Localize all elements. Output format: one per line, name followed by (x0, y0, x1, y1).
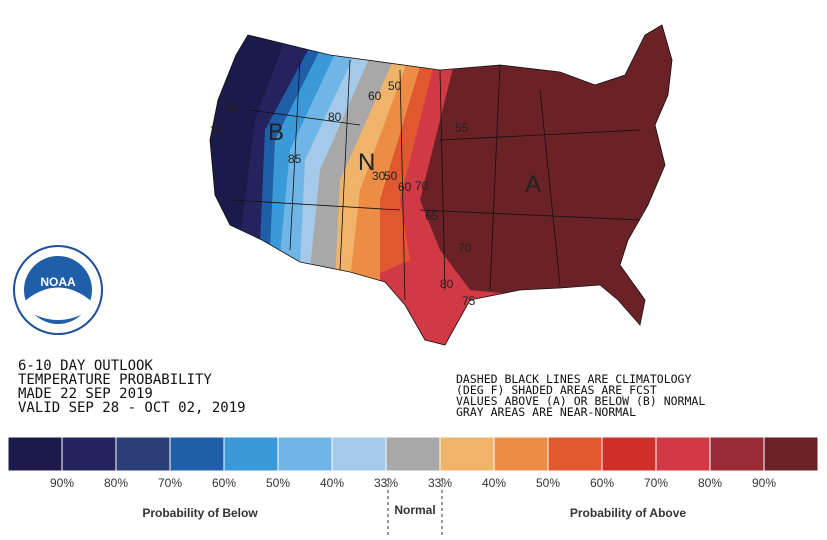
map-label: 80 (225, 101, 239, 115)
title-line: VALID SEP 28 - OCT 02, 2019 (18, 400, 246, 416)
map-label: 70 (458, 241, 472, 255)
logo-text: NOAA (40, 275, 76, 289)
map-label: 80 (440, 277, 454, 291)
map-label: 30 (372, 169, 386, 183)
above-caption: Probability of Above (570, 506, 687, 520)
map-label: N (358, 149, 375, 176)
legend-label: 33% (428, 476, 452, 490)
legend-label: 40% (320, 476, 344, 490)
note-line: DASHED BLACK LINES ARE CLIMATOLOGY (456, 372, 691, 386)
title-line: TEMPERATURE PROBABILITY (18, 372, 212, 388)
noaa-logo: NOAA (13, 245, 103, 335)
legend-swatch (709, 436, 765, 472)
legend-label: 50% (536, 476, 560, 490)
legend-swatch (439, 436, 495, 472)
map-label: 50 (388, 79, 402, 93)
legend-label: 60% (590, 476, 614, 490)
legend-label: 60% (212, 476, 236, 490)
title-line: MADE 22 SEP 2019 (18, 386, 153, 402)
legend-label: 90% (50, 476, 74, 490)
legend-swatch (547, 436, 603, 472)
legend-swatch (331, 436, 387, 472)
legend-label: 90% (752, 476, 776, 490)
map-label: 55 (455, 121, 469, 135)
note-line: (DEG F) SHADED AREAS ARE FCST (456, 383, 657, 397)
legend-swatch (655, 436, 711, 472)
legend-label: 70% (158, 476, 182, 490)
map-label: 60 (368, 89, 382, 103)
legend-label: 80% (698, 476, 722, 490)
legend-swatch (61, 436, 117, 472)
map-label: 85 (288, 152, 302, 166)
legend-label: 40% (482, 476, 506, 490)
legend-swatch (169, 436, 225, 472)
legend-swatch (223, 436, 279, 472)
legend-swatch (115, 436, 171, 472)
legend-swatch (493, 436, 549, 472)
normal-caption: Normal (394, 503, 435, 517)
note-line: GRAY AREAS ARE NEAR-NORMAL (456, 405, 636, 419)
below-caption: Probability of Below (142, 506, 258, 520)
map-label: 50 (384, 169, 398, 183)
legend: 90% 80% 70% 60% 50% 40% 33% 33% 40% 50% 60% 70% 80% 9… (7, 436, 819, 490)
legend-swatch (763, 436, 819, 472)
state-lines (209, 24, 673, 346)
map-label: 65 (425, 209, 439, 223)
legend-swatch (277, 436, 333, 472)
map-label: 75 (462, 294, 476, 308)
legend-label: 70% (644, 476, 668, 490)
note-line: VALUES ABOVE (A) OR BELOW (B) NORMAL (456, 394, 705, 408)
legend-swatch (385, 436, 441, 472)
map-label: B (268, 119, 284, 146)
map-label: A (525, 171, 541, 198)
map-label: 70 (210, 124, 224, 138)
title-line: 6-10 DAY OUTLOOK (18, 358, 153, 374)
legend-swatch (601, 436, 657, 472)
legend-swatch (7, 436, 63, 472)
map-label: 70 (415, 179, 429, 193)
legend-label: 80% (104, 476, 128, 490)
map-label: 60 (398, 180, 412, 194)
legend-label: 33% (374, 476, 398, 490)
map-label: 80 (328, 110, 342, 124)
legend-label: 50% (266, 476, 290, 490)
